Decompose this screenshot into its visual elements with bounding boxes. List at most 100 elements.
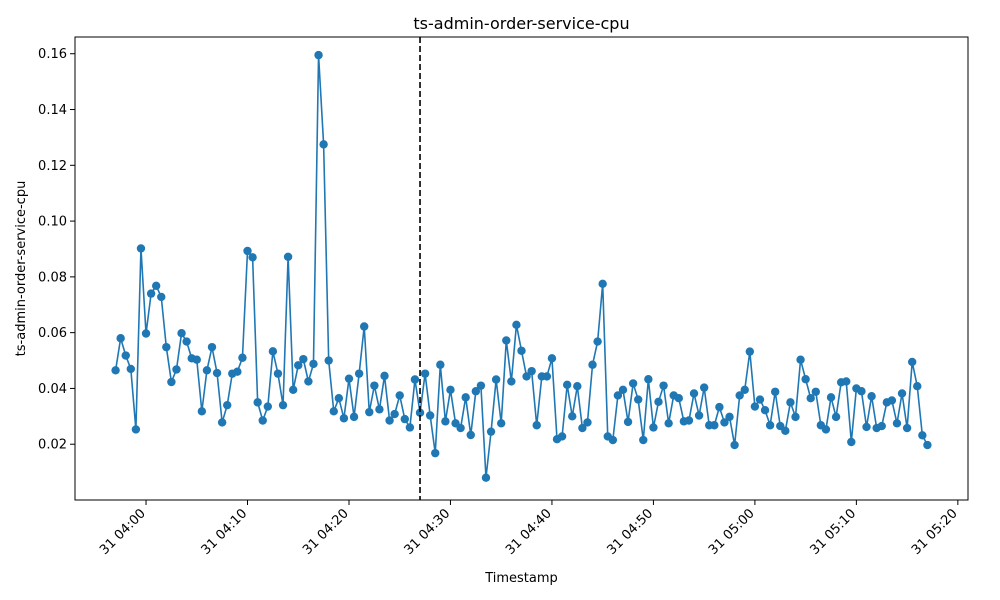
data-point (689, 389, 699, 398)
data-point (918, 431, 927, 440)
data-point (177, 329, 186, 338)
data-point (796, 355, 805, 364)
data-point (111, 366, 120, 375)
x-axis-title: Timestamp (484, 571, 558, 586)
data-point (243, 246, 252, 256)
data-point (425, 411, 435, 420)
data-point (294, 361, 303, 370)
data-point (593, 337, 602, 346)
data-point (497, 419, 506, 428)
x-tick-label: 31 04:20 (300, 506, 352, 558)
data-point (207, 342, 217, 352)
data-point (562, 380, 572, 390)
data-point (329, 407, 338, 416)
data-point (842, 377, 851, 386)
data-point (821, 425, 831, 434)
data-point (299, 354, 308, 364)
data-point (248, 253, 257, 262)
data-point (507, 377, 516, 386)
data-point (390, 409, 399, 419)
data-point (486, 427, 496, 436)
data-point (162, 342, 171, 352)
data-point (288, 385, 298, 395)
data-point (410, 375, 420, 384)
data-point (527, 366, 536, 376)
data-point (745, 347, 755, 356)
data-point (573, 382, 582, 391)
data-point (121, 351, 130, 360)
data-point (913, 382, 922, 391)
data-point (375, 405, 384, 414)
data-point (628, 379, 638, 388)
data-point (192, 355, 201, 364)
data-point (385, 416, 394, 425)
data-point (126, 364, 136, 374)
data-point (831, 412, 841, 422)
data-point (654, 397, 663, 407)
data-point (370, 381, 379, 390)
data-point (699, 383, 709, 392)
data-point (223, 400, 232, 410)
data-point (847, 437, 856, 447)
data-point (197, 407, 207, 416)
data-point (349, 412, 359, 422)
data-point (116, 334, 125, 343)
data-point (892, 419, 902, 428)
data-point (481, 473, 491, 482)
data-point (857, 387, 866, 396)
x-tick-label: 31 04:40 (503, 506, 555, 558)
data-point (770, 387, 780, 396)
data-point (608, 435, 618, 445)
data-point (365, 407, 374, 417)
chart-title: ts-admin-order-service-cpu (413, 14, 629, 33)
data-point (319, 140, 328, 149)
data-point (476, 381, 486, 390)
y-tick-label: 0.02 (38, 438, 67, 453)
data-point (238, 353, 247, 362)
data-point (542, 372, 552, 381)
data-point (436, 360, 445, 369)
data-point (354, 369, 364, 378)
data-point (907, 357, 917, 367)
data-point (446, 385, 455, 395)
data-point (639, 435, 648, 445)
data-point (258, 416, 267, 425)
data-point (441, 417, 450, 426)
data-point (674, 394, 683, 403)
data-point (491, 375, 501, 384)
data-point (212, 368, 222, 378)
data-point (512, 320, 521, 330)
data-point (273, 369, 283, 378)
data-point (547, 354, 557, 363)
data-point (826, 393, 836, 402)
data-point (456, 423, 465, 433)
data-point (897, 389, 907, 398)
data-point (324, 356, 333, 365)
x-tick-label: 31 04:10 (199, 506, 251, 558)
data-point (623, 417, 633, 427)
data-point (902, 423, 912, 433)
data-point (618, 385, 628, 395)
data-point (877, 421, 886, 431)
data-point (233, 367, 242, 376)
data-point (598, 279, 607, 289)
data-point (755, 395, 765, 404)
data-point (801, 375, 810, 384)
data-point (786, 398, 795, 407)
data-point (659, 381, 668, 390)
data-point (644, 375, 653, 384)
data-point (634, 395, 643, 404)
x-tick-label: 31 04:30 (402, 506, 454, 558)
data-point (578, 423, 587, 433)
data-point (141, 329, 151, 338)
data-point (304, 377, 313, 386)
y-tick-label: 0.10 (38, 215, 67, 230)
data-point (217, 418, 227, 427)
data-point (202, 366, 212, 375)
series-line (114, 55, 929, 478)
x-axis: 31 04:00 31 04:10 31 04:20 31 04:30 31 04:40… (97, 500, 961, 558)
data-point (380, 371, 389, 381)
y-axis: 0.02 0.04 0.06 0.08 0.10 0.12 0.14 0.16 (38, 47, 75, 453)
data-point (887, 396, 897, 405)
data-point (750, 402, 760, 411)
